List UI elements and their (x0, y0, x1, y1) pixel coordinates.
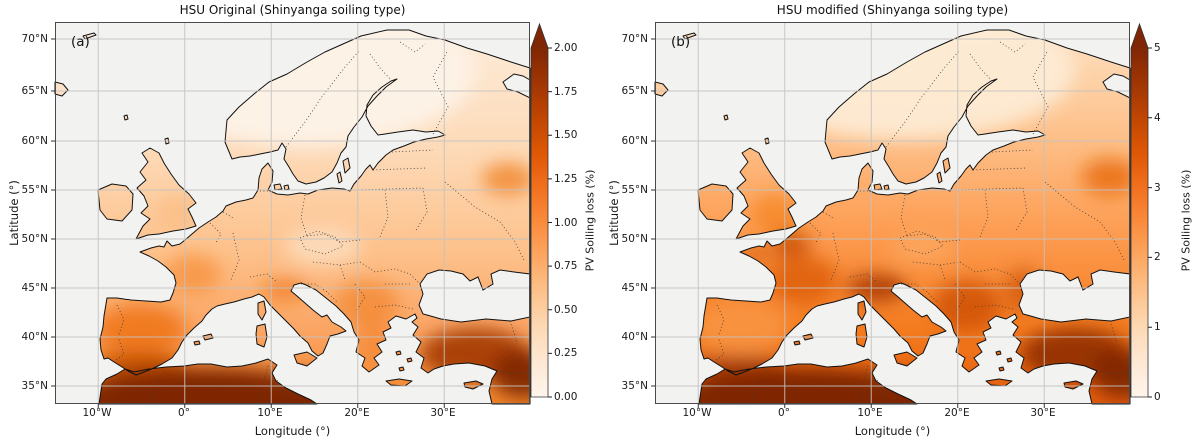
map-b: (b) (650, 21, 1131, 409)
cbar-tick: 1.50 (554, 129, 578, 141)
xtick: 30°E (1030, 407, 1056, 419)
xtick: 20°E (344, 407, 370, 419)
ylabel-b: Latitude (°) (607, 180, 621, 246)
ytick: 60°N (21, 135, 48, 147)
cbar-tick: 4 (1154, 112, 1161, 124)
xtick: 10°W (682, 407, 712, 419)
cbar-tick: 2.00 (554, 42, 578, 54)
cbar-tick: 0.75 (554, 260, 578, 272)
ytick: 35°N (621, 380, 648, 392)
colorbar-a-label: PV Soiling loss (%) (583, 169, 597, 272)
ytick: 55°N (621, 184, 648, 196)
ytick: 40°N (621, 331, 648, 343)
xtick: 10°E (857, 407, 883, 419)
colorbar-a (530, 22, 552, 398)
cbar-tick: 1 (1154, 321, 1161, 333)
ytick: 60°N (621, 135, 648, 147)
ytick: 65°N (21, 85, 48, 97)
xtick: 0° (178, 407, 190, 419)
cbar-tick: 3 (1154, 182, 1161, 194)
cbar-tick: 0 (1154, 391, 1161, 403)
colorbar-b-label: PV Soiling loss (%) (1179, 169, 1193, 272)
xtick: 10°W (82, 407, 112, 419)
ytick: 50°N (621, 233, 648, 245)
xtick: 20°E (944, 407, 970, 419)
cbar-tick: 0.25 (554, 347, 578, 359)
ytick: 55°N (21, 184, 48, 196)
ytick: 45°N (21, 282, 48, 294)
panel-b-letter: (b) (671, 34, 690, 50)
xtick: 10°E (257, 407, 283, 419)
map-a: (a) (50, 21, 531, 409)
cbar-tick: 2 (1154, 251, 1161, 263)
cbar-tick: 1.25 (554, 173, 578, 185)
cbar-tick: 0.00 (554, 391, 578, 403)
colorbar-b (1130, 22, 1152, 398)
axes-frame-b (655, 22, 1130, 404)
xtick: 0° (778, 407, 790, 419)
cbar-tick: 0.50 (554, 304, 578, 316)
panel-a-title: HSU Original (Shinyanga soiling type) (179, 3, 406, 17)
colorbar-b-ticks (1148, 47, 1152, 398)
ytick: 50°N (21, 233, 48, 245)
axes-frame-a (55, 22, 530, 404)
cbar-tick: 5 (1154, 42, 1161, 54)
ytick: 40°N (21, 331, 48, 343)
panel-a-letter: (a) (71, 34, 90, 50)
cbar-tick: 1.00 (554, 217, 578, 229)
ylabel-a: Latitude (°) (7, 180, 21, 246)
ytick: 65°N (621, 85, 648, 97)
panel-b-title: HSU modified (Shinyanga soiling type) (776, 3, 1009, 17)
xlabel-b: Longitude (°) (854, 424, 931, 438)
ytick: 45°N (621, 282, 648, 294)
ytick: 70°N (621, 33, 648, 45)
xtick: 30°E (430, 407, 456, 419)
ytick: 35°N (21, 380, 48, 392)
colorbar-a-ticks (548, 47, 552, 398)
xlabel-a: Longitude (°) (254, 424, 331, 438)
ytick: 70°N (21, 33, 48, 45)
cbar-tick: 1.75 (554, 86, 578, 98)
